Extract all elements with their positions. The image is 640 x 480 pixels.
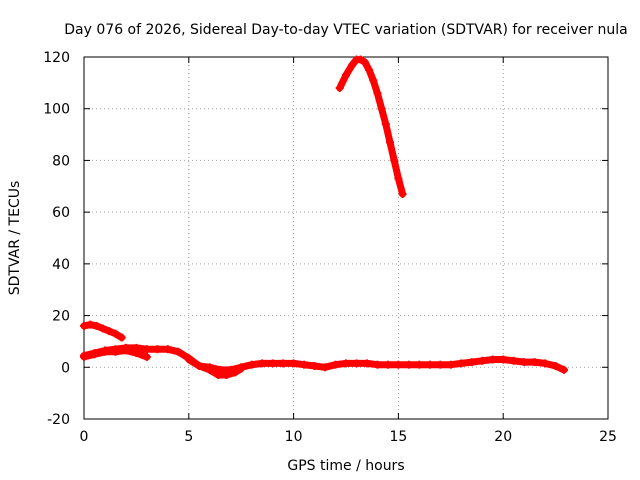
data-point — [415, 360, 424, 369]
data-point — [92, 321, 101, 330]
data-point — [279, 359, 288, 368]
data-point — [386, 138, 395, 147]
data-point — [457, 359, 466, 368]
chart-title: Day 076 of 2026, Sidereal Day-to-day VTE… — [64, 22, 627, 38]
y-tick-label: -20 — [47, 412, 70, 428]
x-tick-label: 25 — [599, 429, 617, 445]
data-point — [381, 120, 390, 129]
data-point — [121, 346, 130, 355]
data-point — [142, 352, 151, 361]
series-group — [80, 55, 568, 380]
y-tick-label: 100 — [43, 102, 70, 118]
data-point — [377, 104, 386, 113]
data-point — [331, 360, 340, 369]
data-point — [467, 358, 476, 367]
data-point — [342, 359, 350, 368]
data-point — [394, 360, 403, 369]
data-point — [214, 371, 223, 380]
data-point — [390, 156, 399, 165]
data-point — [310, 361, 319, 370]
data-point — [163, 345, 172, 354]
data-point — [383, 360, 392, 369]
grid — [84, 57, 608, 419]
data-point — [98, 324, 107, 333]
data-point — [362, 359, 371, 368]
data-point — [394, 174, 403, 183]
x-tick-label: 20 — [494, 429, 512, 445]
data-point — [80, 352, 88, 361]
series-arc-high — [335, 55, 407, 199]
data-point — [436, 360, 445, 369]
data-point — [335, 84, 344, 93]
data-point — [132, 349, 141, 358]
data-point — [478, 356, 487, 365]
data-point — [352, 359, 361, 368]
data-point — [425, 360, 434, 369]
data-point — [530, 358, 539, 367]
data-point — [446, 360, 455, 369]
y-tick-label: 40 — [52, 257, 70, 273]
data-point — [80, 321, 88, 330]
data-point — [404, 360, 413, 369]
tick-labels: 0 5 10 15 20 25 -20 0 20 40 60 80 100 120 — [43, 50, 617, 445]
data-point — [365, 65, 374, 74]
series-arc-dip — [184, 355, 246, 380]
data-point — [369, 76, 378, 85]
data-point — [247, 360, 256, 369]
series-arc-band — [80, 346, 151, 361]
x-tick-label: 5 — [184, 429, 193, 445]
x-tick-label: 10 — [285, 429, 303, 445]
axis-ticks — [83, 56, 609, 420]
x-axis-label: GPS time / hours — [287, 458, 404, 474]
data-point — [342, 71, 350, 80]
y-tick-label: 120 — [43, 50, 70, 66]
data-point — [174, 347, 183, 356]
data-point — [360, 58, 369, 67]
data-point — [205, 365, 214, 374]
data-point — [348, 60, 357, 69]
data-point — [520, 358, 529, 367]
data-point — [142, 345, 151, 354]
data-point — [230, 368, 239, 377]
data-point — [373, 360, 382, 369]
x-tick-label: 0 — [80, 429, 89, 445]
data-point — [111, 329, 120, 338]
data-point — [268, 359, 277, 368]
data-point — [153, 345, 162, 354]
data-point — [117, 333, 126, 342]
plot-frame — [83, 56, 609, 420]
data-point — [398, 190, 407, 199]
x-tick-label: 15 — [389, 429, 407, 445]
data-point — [488, 355, 497, 364]
data-point — [300, 360, 309, 369]
data-point — [237, 364, 246, 373]
data-point — [499, 355, 508, 364]
data-point — [321, 363, 330, 372]
data-point — [90, 350, 99, 359]
data-point — [184, 355, 193, 364]
data-point — [356, 55, 365, 64]
data-point — [373, 89, 382, 98]
y-tick-label: 20 — [52, 309, 70, 325]
y-tick-label: 60 — [52, 205, 70, 221]
data-point — [195, 361, 204, 370]
data-point — [509, 356, 518, 365]
data-point — [111, 347, 120, 356]
series-arc-early — [80, 320, 126, 342]
data-point — [541, 359, 550, 368]
series-arc-main — [80, 343, 568, 374]
data-point — [551, 361, 560, 370]
data-point — [86, 320, 95, 329]
data-point — [100, 347, 109, 356]
data-point — [105, 327, 114, 336]
y-tick-label: 0 — [61, 360, 70, 376]
data-point — [559, 365, 568, 374]
y-tick-label: 80 — [52, 153, 70, 169]
data-point — [289, 359, 298, 368]
y-axis-label: SDTVAR / TECUs — [7, 181, 23, 296]
data-point — [222, 371, 231, 380]
data-point — [258, 359, 267, 368]
